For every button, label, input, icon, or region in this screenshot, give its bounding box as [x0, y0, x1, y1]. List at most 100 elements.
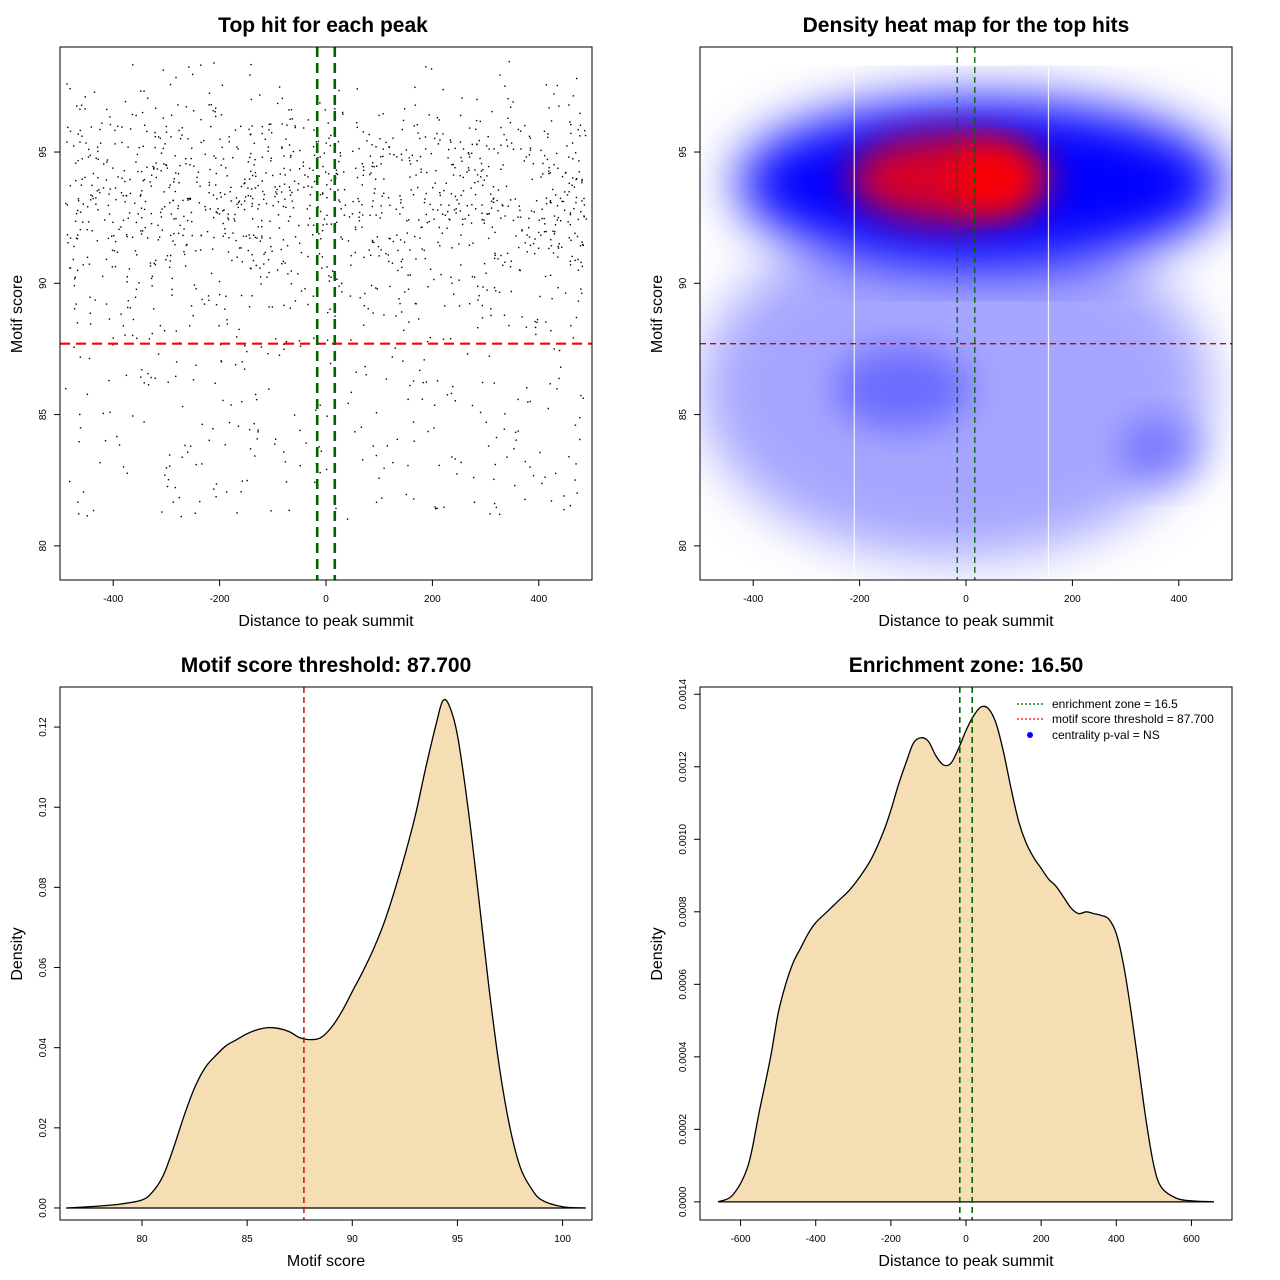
scatter-point — [299, 345, 302, 347]
scatter-point — [350, 254, 352, 257]
scatter-point — [417, 186, 419, 189]
scatter-point — [201, 298, 203, 301]
scatter-point — [302, 127, 305, 129]
scatter-point — [574, 479, 576, 481]
distance-density-y-tick-label: 0.0006 — [678, 969, 689, 1000]
scatter-point — [261, 237, 263, 239]
scatter-point — [193, 165, 195, 167]
scatter-point — [287, 273, 289, 275]
scatter-point — [79, 228, 82, 231]
scatter-point — [419, 155, 422, 158]
scatter-point — [541, 482, 543, 485]
scatter-point — [67, 242, 69, 244]
scatter-point — [543, 154, 546, 157]
scatter-point — [251, 218, 254, 220]
scatter-point — [169, 202, 171, 204]
scatter-point — [375, 411, 378, 414]
scatter-point — [283, 343, 285, 345]
scatter-point — [281, 97, 284, 100]
scatter-point — [319, 102, 321, 104]
scatter-point — [494, 463, 496, 466]
distance-density-x-tick-label: -400 — [806, 1234, 826, 1245]
scatter-point — [298, 168, 301, 170]
scatter-point — [143, 421, 145, 423]
scatter-point — [175, 375, 177, 378]
scatter-point — [350, 339, 352, 341]
scatter-point — [174, 190, 177, 193]
scatter-point — [235, 336, 238, 338]
scatter-point — [181, 127, 184, 129]
scatter-point — [354, 431, 356, 433]
scatter-point — [327, 311, 329, 314]
distance-density-title: Enrichment zone: 16.50 — [849, 654, 1084, 677]
scatter-point — [99, 142, 102, 144]
scatter-point — [215, 211, 218, 213]
scatter-point — [377, 245, 380, 248]
scatter-point — [181, 134, 183, 136]
scatter-point — [415, 174, 417, 176]
scatter-point — [247, 249, 249, 252]
scatter-point — [75, 212, 78, 215]
distance-density-y-tick-label: 0.0014 — [678, 679, 689, 710]
scatter-point — [188, 66, 190, 68]
scatter-point — [182, 234, 184, 237]
heatmap-density-blob — [833, 346, 972, 431]
scatter-point — [106, 161, 108, 163]
scatter-point — [524, 498, 526, 501]
scatter-point — [395, 315, 397, 317]
scatter-point — [409, 274, 411, 276]
scatter-point — [480, 162, 483, 165]
heatmap-x-label: Distance to peak summit — [878, 613, 1054, 630]
scatter-point — [110, 235, 113, 237]
scatter-point — [439, 194, 442, 197]
scatter-point — [112, 337, 115, 339]
scatter-point — [412, 421, 415, 423]
scatter-point — [97, 150, 99, 153]
scatter-point — [530, 210, 533, 212]
scatter-point — [275, 338, 277, 340]
scatter-point — [65, 202, 67, 205]
score-density-plot — [66, 687, 586, 1220]
scatter-point — [106, 108, 108, 111]
scatter-point — [357, 197, 359, 200]
scatter-point — [214, 115, 217, 118]
scatter-point — [161, 229, 164, 231]
scatter-point — [221, 84, 224, 86]
scatter-point — [380, 156, 382, 158]
scatter-point — [226, 319, 228, 321]
scatter-point — [327, 122, 329, 124]
scatter-point — [122, 325, 125, 327]
scatter-point — [244, 182, 246, 184]
scatter-point — [215, 107, 217, 109]
scatter-point — [454, 166, 456, 169]
scatter-point — [454, 147, 456, 150]
scatter-point — [222, 210, 224, 212]
scatter-point — [150, 277, 153, 280]
scatter-point — [141, 190, 143, 192]
scatter-point — [545, 230, 547, 233]
scatter-point — [568, 182, 570, 184]
scatter-point — [73, 245, 75, 248]
scatter-point — [283, 304, 285, 307]
scatter-point — [160, 216, 163, 218]
scatter-point — [291, 118, 294, 120]
scatter-point — [368, 173, 371, 176]
scatter-point — [442, 133, 444, 135]
distance-density-panel: Enrichment zone: 16.50 -600 -400 -200 0 200 4… — [649, 654, 1233, 1270]
scatter-point — [289, 189, 291, 192]
scatter-point — [117, 125, 119, 128]
scatter-point — [109, 116, 111, 118]
scatter-point — [544, 476, 546, 478]
scatter-point — [529, 147, 532, 149]
scatter-point — [284, 461, 287, 463]
scatter-point — [336, 278, 338, 280]
scatter-point — [251, 205, 253, 207]
scatter-point — [493, 382, 495, 384]
scatter-point — [177, 104, 179, 106]
scatter-point — [563, 495, 565, 497]
scatter-point — [451, 282, 453, 284]
scatter-point — [483, 219, 485, 221]
scatter-point — [554, 194, 557, 196]
scatter-point — [506, 252, 509, 255]
scatter-point — [153, 262, 155, 264]
